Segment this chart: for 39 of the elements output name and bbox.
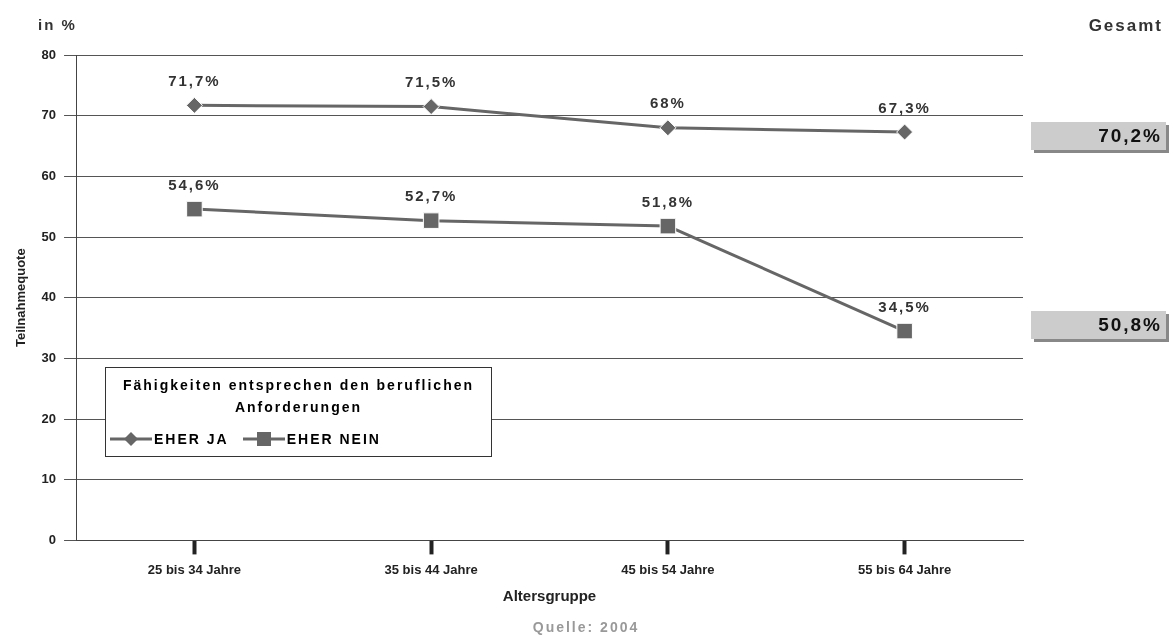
data-label: 52,7% — [404, 187, 458, 205]
x-tick-label: 35 bis 44 Jahre — [384, 561, 478, 577]
point — [422, 212, 440, 229]
data-label: 54,6% — [168, 175, 221, 193]
y-tick-label: 50 — [41, 228, 57, 244]
y-tick-label: 10 — [41, 471, 57, 487]
x-tick-label: 55 bis 64 Jahre — [858, 561, 952, 577]
point — [659, 217, 677, 235]
legend-label: EHER NEIN — [286, 431, 381, 447]
source-note: Quelle: 2004 — [532, 618, 640, 635]
y-tick-label: 30 — [41, 349, 57, 365]
legend-label: EHER JA — [154, 431, 229, 447]
y-tick-label: 80 — [41, 46, 57, 62]
x-tick-label: 45 bis 54 Jahre — [621, 561, 715, 577]
data-label: 51,8% — [641, 192, 695, 210]
y-tick-label: 0 — [48, 531, 57, 547]
text: in % — [38, 16, 77, 34]
point — [896, 123, 914, 141]
x-axis-title: Altersgruppe — [502, 587, 597, 605]
data-label: 67,3% — [878, 98, 931, 116]
x-tick-label: 25 bis 34 Jahre — [147, 561, 242, 577]
data-label: 34,5% — [878, 297, 931, 315]
point — [896, 322, 913, 340]
data-label: 71,5% — [404, 73, 458, 91]
text: 50,8% — [1098, 314, 1162, 336]
data-label: 71,7% — [168, 72, 221, 89]
text: Gesamt — [1088, 15, 1163, 35]
text: 70,2% — [1098, 125, 1162, 147]
point — [185, 96, 203, 114]
y-tick-label: 60 — [41, 167, 57, 183]
y-tick-label: 70 — [41, 107, 57, 123]
y-axis-title: Teilnahmequote — [13, 248, 29, 348]
data-label: 68% — [649, 94, 686, 112]
point — [659, 119, 677, 137]
y-tick-label: 20 — [41, 410, 57, 426]
legend-title: Fähigkeiten entsprechen den beruflichen Anforderungen — [121, 376, 476, 417]
point — [186, 200, 203, 218]
point — [422, 98, 440, 116]
y-tick-label: 40 — [41, 289, 57, 305]
